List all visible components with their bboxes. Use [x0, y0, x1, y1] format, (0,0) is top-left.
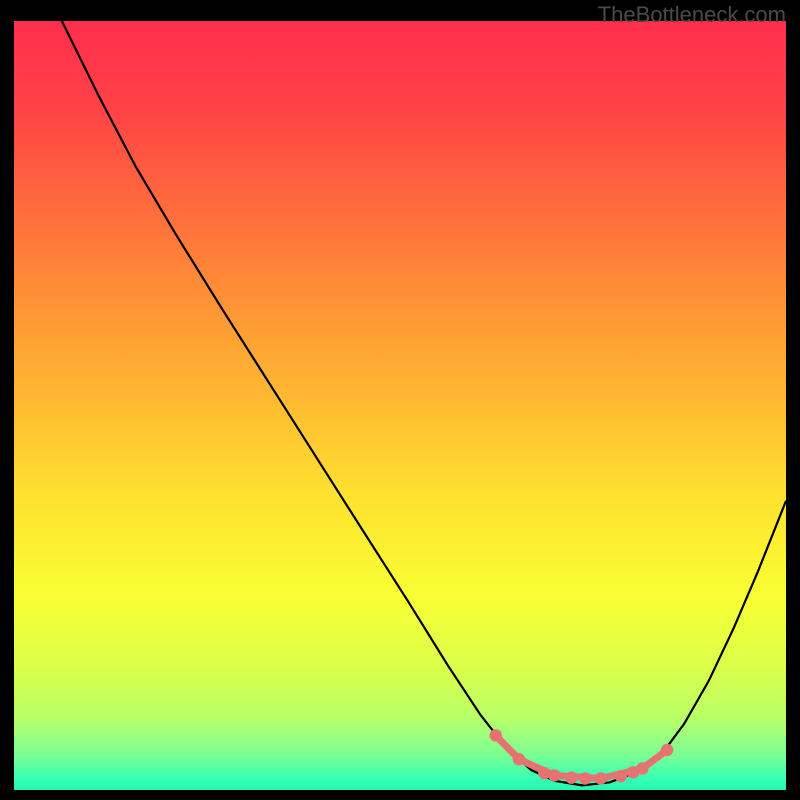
optimal-point-marker	[490, 729, 502, 741]
chart-stage: TheBottleneck.com	[0, 0, 800, 800]
optimal-point-marker	[548, 769, 560, 781]
optimal-point-marker	[565, 772, 577, 784]
optimal-point-marker	[615, 770, 627, 782]
optimal-point-marker	[579, 772, 591, 784]
optimal-point-marker	[513, 753, 525, 765]
plot-background	[14, 21, 786, 790]
optimal-point-marker	[661, 744, 673, 756]
watermark-text: TheBottleneck.com	[598, 2, 786, 28]
bottleneck-chart	[0, 0, 800, 800]
optimal-point-marker	[595, 772, 607, 784]
optimal-point-marker	[636, 762, 648, 774]
